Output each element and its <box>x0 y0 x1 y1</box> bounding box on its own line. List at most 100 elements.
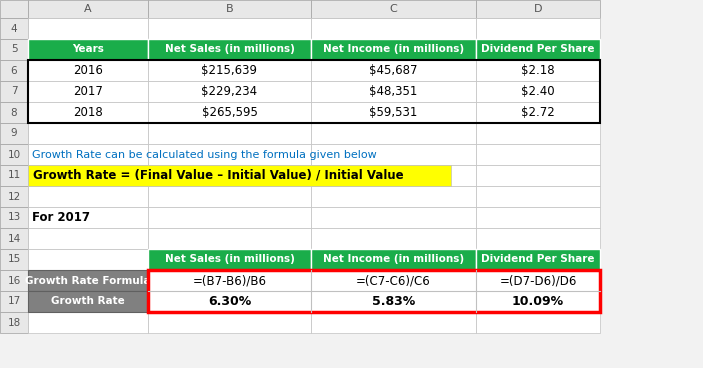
Text: $59,531: $59,531 <box>369 106 418 119</box>
Bar <box>476 207 600 228</box>
Bar <box>476 102 600 123</box>
Text: 13: 13 <box>7 212 20 223</box>
Bar <box>476 249 600 270</box>
Bar <box>28 186 148 207</box>
Bar <box>476 186 600 207</box>
Bar <box>28 249 148 270</box>
Bar <box>311 165 476 186</box>
Bar <box>476 39 600 60</box>
Bar <box>28 291 148 312</box>
Bar <box>148 291 311 312</box>
Text: =(C7-C6)/C6: =(C7-C6)/C6 <box>356 274 431 287</box>
Bar <box>28 39 148 60</box>
Bar <box>148 123 311 144</box>
Bar <box>148 207 311 228</box>
Bar <box>28 39 148 60</box>
Bar <box>148 186 311 207</box>
Bar <box>311 312 476 333</box>
Bar <box>148 270 311 291</box>
Text: $229,234: $229,234 <box>202 85 257 98</box>
Text: $2.18: $2.18 <box>521 64 555 77</box>
Bar <box>311 18 476 39</box>
Text: 11: 11 <box>7 170 20 180</box>
Bar <box>28 165 148 186</box>
Bar <box>28 312 148 333</box>
Bar <box>0 312 28 333</box>
Text: Growth Rate Formula: Growth Rate Formula <box>25 276 150 286</box>
Text: 4: 4 <box>11 24 18 33</box>
Text: 7: 7 <box>11 86 18 96</box>
Bar <box>0 249 28 270</box>
Bar <box>148 312 311 333</box>
Bar <box>311 60 476 81</box>
Bar <box>311 39 476 60</box>
Text: =(D7-D6)/D6: =(D7-D6)/D6 <box>499 274 576 287</box>
Bar <box>476 39 600 60</box>
Bar <box>476 165 600 186</box>
Bar <box>311 186 476 207</box>
Text: Growth Rate = (Final Value – Initial Value) / Initial Value: Growth Rate = (Final Value – Initial Val… <box>33 169 404 182</box>
Text: 5: 5 <box>11 45 18 54</box>
Bar <box>28 60 600 123</box>
Text: 15: 15 <box>7 255 20 265</box>
Bar <box>476 291 600 312</box>
Bar <box>0 81 28 102</box>
Bar <box>28 270 148 291</box>
Text: 12: 12 <box>7 191 20 202</box>
Text: Net Income (in millions): Net Income (in millions) <box>323 255 464 265</box>
Bar <box>148 249 311 270</box>
Text: Net Sales (in millions): Net Sales (in millions) <box>165 45 295 54</box>
Bar <box>28 165 451 186</box>
Bar <box>311 207 476 228</box>
Text: $45,687: $45,687 <box>369 64 418 77</box>
Bar <box>476 81 600 102</box>
Bar <box>28 144 148 165</box>
Bar <box>311 249 476 270</box>
Bar <box>0 186 28 207</box>
Bar <box>28 18 148 39</box>
Text: Years: Years <box>72 45 104 54</box>
Text: For 2017: For 2017 <box>32 211 90 224</box>
Bar <box>0 60 28 81</box>
Text: 16: 16 <box>7 276 20 286</box>
Bar <box>148 39 311 60</box>
Bar <box>476 60 600 81</box>
Text: 6: 6 <box>11 66 18 75</box>
Bar <box>148 60 311 81</box>
Text: Net Sales (in millions): Net Sales (in millions) <box>165 255 295 265</box>
Bar <box>148 39 311 60</box>
Bar <box>148 18 311 39</box>
Bar <box>311 102 476 123</box>
Bar <box>476 270 600 291</box>
Bar <box>311 39 476 60</box>
Text: Growth Rate can be calculated using the formula given below: Growth Rate can be calculated using the … <box>32 149 377 159</box>
Text: 5.83%: 5.83% <box>372 295 415 308</box>
Bar <box>0 0 28 18</box>
Bar <box>148 0 311 18</box>
Text: 10.09%: 10.09% <box>512 295 564 308</box>
Bar <box>476 123 600 144</box>
Text: $265,595: $265,595 <box>202 106 257 119</box>
Bar <box>311 291 476 312</box>
Bar <box>148 270 600 312</box>
Text: 2017: 2017 <box>73 85 103 98</box>
Bar <box>28 228 148 249</box>
Bar <box>148 228 311 249</box>
Bar <box>0 102 28 123</box>
Bar <box>28 0 148 18</box>
Text: $2.40: $2.40 <box>521 85 555 98</box>
Text: $215,639: $215,639 <box>202 64 257 77</box>
Bar <box>28 81 148 102</box>
Text: $48,351: $48,351 <box>369 85 418 98</box>
Bar <box>0 144 28 165</box>
Bar <box>148 165 311 186</box>
Text: D: D <box>534 4 542 14</box>
Text: 2016: 2016 <box>73 64 103 77</box>
Bar <box>148 81 311 102</box>
Bar <box>0 18 28 39</box>
Text: C: C <box>389 4 397 14</box>
Text: 18: 18 <box>7 318 20 328</box>
Bar <box>28 270 148 291</box>
Bar <box>476 249 600 270</box>
Bar <box>28 60 148 81</box>
